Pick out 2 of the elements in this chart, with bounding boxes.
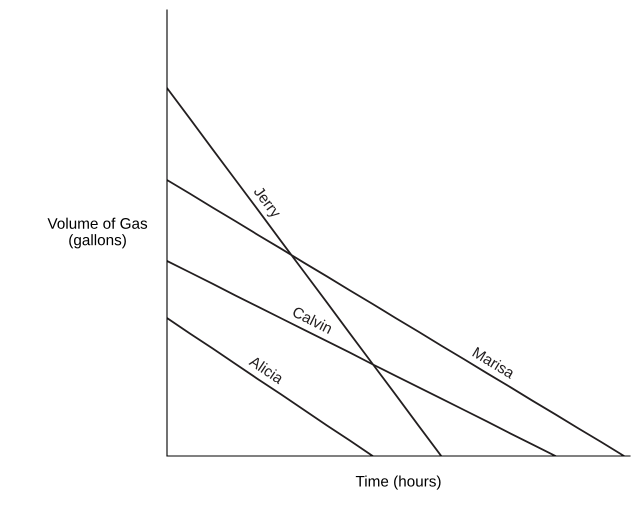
x-axis-title: Time (hours) — [356, 475, 441, 490]
y-axis-title: Volume of Gas (gallons) — [48, 218, 148, 248]
